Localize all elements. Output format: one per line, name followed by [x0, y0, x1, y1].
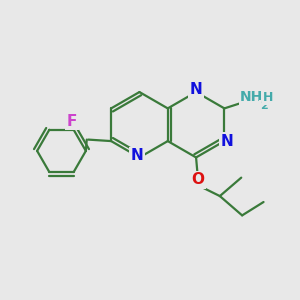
- Text: N: N: [131, 148, 143, 164]
- Text: F: F: [67, 114, 77, 129]
- Text: N: N: [190, 82, 202, 97]
- Text: H: H: [263, 91, 274, 104]
- Text: O: O: [191, 172, 204, 187]
- Text: 2: 2: [260, 101, 268, 111]
- Text: NH: NH: [240, 90, 263, 104]
- Text: N: N: [220, 134, 233, 148]
